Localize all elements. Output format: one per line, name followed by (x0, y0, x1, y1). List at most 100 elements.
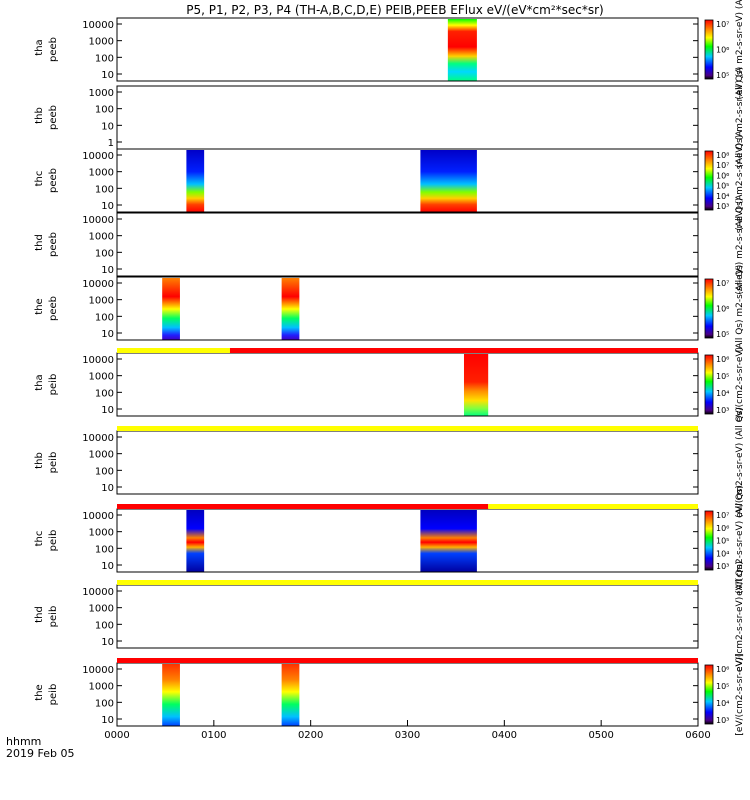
spectrum-block (420, 510, 477, 572)
probe-label: the (34, 684, 45, 700)
colorbar-tick-label: 10⁵ (716, 330, 729, 339)
product-label: peib (48, 684, 59, 706)
x-tick-label: 0100 (201, 730, 226, 741)
probe-label: tha (34, 39, 45, 55)
flag-segment-yellow (117, 348, 230, 353)
colorbar-label: eV/(cm2-s-sr-eV) (All Qs) (735, 485, 745, 596)
y-tick-label: 1000 (89, 296, 114, 307)
y-tick-label: 1000 (89, 168, 114, 179)
colorbar-label: eV/(cm2-s-sr-eV) (All Qs) (735, 407, 745, 518)
panel-frame (116, 430, 699, 495)
product-label: peeb (48, 296, 59, 321)
colorbar-tick-label: 10⁵ (716, 71, 729, 80)
probe-label: thb (34, 452, 45, 469)
spectrum-block (186, 510, 205, 572)
probe-label: thb (34, 107, 45, 124)
y-tick-label: 1000 (89, 372, 114, 383)
colorbar-tick-label: 10⁶ (716, 524, 729, 533)
colorbar-tick-label: 10⁶ (716, 171, 729, 180)
probe-label: thc (34, 531, 45, 547)
panel-frame (116, 584, 699, 649)
y-tick-label: 10 (101, 265, 114, 276)
colorbar-label: (All Qs) m2-s-sr-eV) (A (735, 130, 745, 231)
spectrum-block (162, 664, 180, 726)
flag-bars (117, 348, 698, 663)
product-label: peeb (48, 232, 59, 257)
panel-the-peeb: 10 100 1000 10000 the peeb 10⁵ 10⁶ 10⁷ (All Qs) m… (34, 265, 745, 353)
y-tick-label: 1000 (89, 604, 114, 615)
y-tick-label: 10000 (82, 587, 114, 598)
colorbar-tick-label: 10⁷ (716, 511, 729, 520)
colorbar-tick-label: 10⁸ (716, 151, 729, 160)
spectrum-block (281, 278, 300, 340)
panel-thc-peib: 10 100 1000 10000 thc peib 10³ 10⁴ 10⁵ 10⁶ 10⁷ eV/(… (34, 485, 745, 596)
x-tick-label: 0500 (588, 730, 613, 741)
panel-frame (116, 352, 699, 417)
colorbar-tick-label: 10⁶ (716, 46, 729, 55)
colorbar-tick-label: 10⁷ (716, 161, 729, 170)
date-label: 2019 Feb 05 (6, 747, 74, 760)
flag-segment-yellow (117, 580, 698, 585)
panel-tha-peib: 10 100 1000 10000 tha peib 10³ 10⁴ 10⁵ 10⁶ eV/(cm2… (34, 347, 745, 422)
colorbar-tick-label: 10³ (716, 562, 729, 571)
y-tick-label: 10000 (82, 433, 114, 444)
y-tick-label: 10 (101, 637, 114, 648)
spectrum-block (281, 664, 300, 726)
colorbar-label: (All Qs) m2-s-sr-eV) (A (735, 0, 745, 100)
product-label: peib (48, 452, 59, 474)
colorbar-tick-label: 10⁵ (716, 372, 729, 381)
y-tick-label: 10000 (82, 279, 114, 290)
product-label: peib (48, 374, 59, 396)
y-tick-label: 10 (101, 121, 114, 132)
y-tick-label: 10000 (82, 215, 114, 226)
flag-segment-red (117, 658, 698, 663)
y-tick-label: 1000 (89, 682, 114, 693)
spectrum-block (162, 278, 180, 340)
colorbar-tick-label: 10⁵ (716, 537, 729, 546)
y-tick-label: 10000 (82, 20, 114, 31)
y-tick-label: 10000 (82, 355, 114, 366)
product-label: peeb (48, 105, 59, 130)
y-tick-label: 100 (95, 544, 114, 555)
colorbar-label: eV/(cm2-s-sr-eV) (735, 347, 745, 422)
colorbar-label: (All Qs) m2-s-sr-eV) (735, 265, 745, 353)
colorbar-tick-label: 10⁴ (716, 549, 729, 558)
y-tick-label: 10 (101, 201, 114, 212)
y-tick-label: 100 (95, 466, 114, 477)
y-tick-label: 100 (95, 620, 114, 631)
colorbar-tick-label: 10⁴ (716, 192, 729, 201)
y-tick-label: 10 (101, 405, 114, 416)
y-tick-label: 1000 (89, 450, 114, 461)
y-tick-label: 10000 (82, 511, 114, 522)
panel-frame (116, 662, 699, 727)
y-tick-label: 100 (95, 53, 114, 64)
product-label: peeb (48, 168, 59, 193)
colorbar-label: [eV/(cm2-s-sr-eV)] (735, 653, 745, 735)
probe-label: thd (34, 234, 45, 251)
panel-frame (116, 148, 699, 213)
x-tick-label: 0000 (104, 730, 129, 741)
colorbar-tick-label: 10³ (716, 202, 729, 211)
colorbar (704, 278, 714, 339)
panel-tha-peeb: 10 100 1000 10000 tha peeb 10⁵ 10⁶ 10⁷ (All Qs) m… (34, 0, 745, 100)
product-label: peib (48, 606, 59, 628)
colorbar-tick-label: 10⁵ (716, 682, 729, 691)
product-label: peib (48, 530, 59, 552)
y-tick-label: 1000 (89, 528, 114, 539)
spectrum-block (463, 354, 489, 416)
panel-frame (116, 276, 699, 341)
y-tick-label: 100 (95, 248, 114, 259)
y-tick-label: 10000 (82, 665, 114, 676)
colorbar (704, 664, 714, 725)
probe-label: the (34, 298, 45, 314)
spectrum-block (447, 19, 477, 81)
flag-segment-yellow (117, 426, 698, 431)
colorbar-label: (All Qs) m2-s-sr-eV) (A (735, 194, 745, 295)
time-axis-label: hhmm (6, 735, 41, 748)
colorbar-tick-label: 10⁴ (716, 699, 729, 708)
colorbar (704, 150, 714, 211)
colorbar-tick-label: 10⁷ (716, 279, 729, 288)
